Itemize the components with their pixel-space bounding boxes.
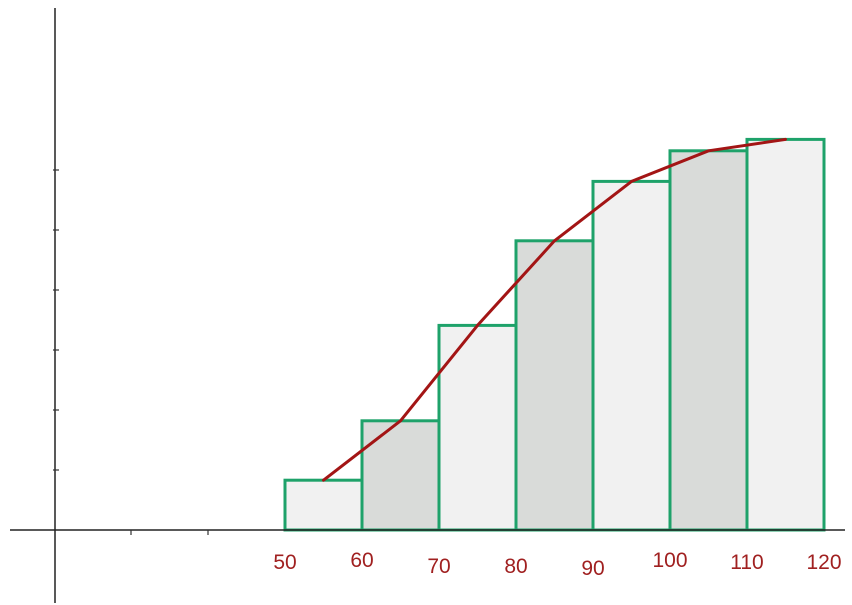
bar bbox=[360, 419, 441, 532]
x-tick-label: 110 bbox=[730, 551, 763, 574]
bars-group bbox=[283, 137, 826, 532]
tick-labels-group: 50 60 70 80 90 100 110 120 bbox=[273, 549, 841, 580]
bar bbox=[745, 137, 826, 532]
cumulative-curve bbox=[322, 137, 787, 482]
bar bbox=[283, 478, 364, 532]
bar bbox=[668, 149, 749, 532]
ticks-group bbox=[53, 169, 209, 535]
x-tick-label: 80 bbox=[504, 555, 527, 578]
bar bbox=[591, 179, 672, 532]
x-tick-label: 90 bbox=[581, 557, 604, 580]
bar bbox=[514, 239, 595, 532]
bar bbox=[437, 323, 518, 532]
x-tick-label: 50 bbox=[273, 551, 296, 574]
x-tick-label: 60 bbox=[350, 549, 373, 572]
x-tick-label: 120 bbox=[806, 551, 841, 574]
x-tick-label: 100 bbox=[652, 549, 687, 572]
x-tick-label: 70 bbox=[427, 555, 450, 578]
